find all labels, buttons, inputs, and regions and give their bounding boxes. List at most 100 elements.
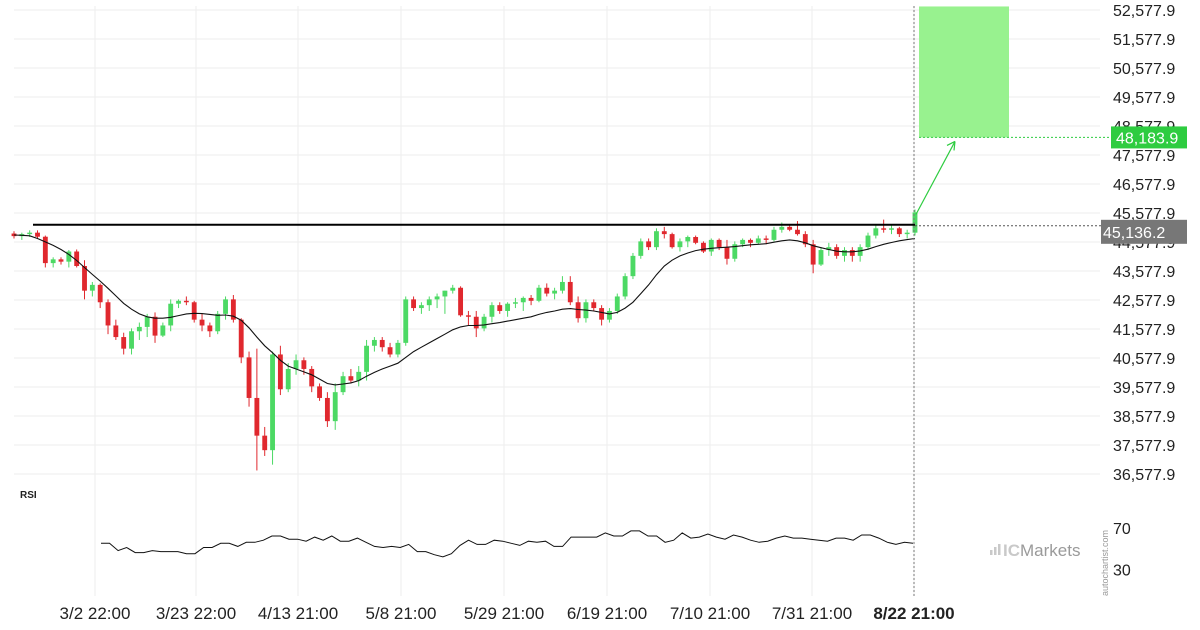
candle (152, 312, 158, 343)
candle-body (889, 228, 894, 230)
candle (379, 337, 385, 352)
candle-body (262, 435, 268, 451)
current-price-badge-text: 45,136.2 (1103, 225, 1165, 242)
candle-body (646, 241, 652, 248)
candle (105, 299, 111, 335)
candlestick-series (11, 209, 918, 471)
y-tick-label: 41,577.9 (1113, 322, 1175, 339)
candle (473, 310, 479, 338)
rsi-panel: RSI 70 30 (20, 490, 1131, 579)
rsi-tick-label: 70 (1113, 521, 1131, 538)
x-tick-label: 8/22 21:00 (873, 604, 954, 623)
target-zone-rect (919, 6, 1009, 138)
candle-body (387, 347, 393, 355)
candle (536, 284, 542, 303)
candle (896, 226, 902, 238)
candle (176, 299, 181, 309)
candle-body (168, 303, 174, 326)
candle-body (724, 247, 730, 259)
candle-body (50, 259, 56, 264)
candle (348, 368, 354, 384)
candle (544, 283, 550, 297)
candle (426, 296, 432, 311)
price-badges: 48,183.9 45,136.2 (1101, 126, 1187, 244)
candle (622, 273, 628, 300)
candle (160, 322, 166, 338)
candle (889, 225, 894, 235)
y-tick-label: 52,577.9 (1113, 3, 1175, 20)
candle (35, 230, 40, 239)
candle-body (121, 337, 127, 349)
candle (293, 354, 299, 375)
current-price-badge (1101, 219, 1187, 244)
candle-body (144, 316, 150, 327)
candle-body (317, 386, 322, 398)
candle-body (842, 250, 847, 256)
candle (403, 296, 409, 346)
candle-body (912, 212, 918, 233)
ic-markets-logo: ICMarkets (990, 541, 1080, 560)
candle (277, 345, 283, 396)
candle-body (567, 281, 573, 303)
y-tick-label: 40,577.9 (1113, 351, 1175, 368)
y-tick-label: 51,577.9 (1113, 32, 1175, 49)
candle (763, 235, 769, 245)
candle (411, 296, 417, 311)
candle (560, 276, 565, 294)
candle (583, 299, 589, 323)
candle-body (857, 247, 863, 256)
x-tick-label: 6/19 21:00 (567, 604, 647, 623)
candle-body (771, 229, 777, 240)
candle (434, 293, 440, 309)
logo-ic: IC (1003, 541, 1020, 560)
candle-body (458, 287, 464, 316)
candle (113, 319, 119, 340)
candle (121, 332, 127, 355)
candle-body (465, 315, 471, 317)
candle-body (614, 296, 620, 311)
x-tick-label: 5/8 21:00 (366, 604, 437, 623)
candle-body (560, 281, 565, 291)
candle-body (11, 233, 17, 237)
candle (708, 238, 714, 256)
candle (74, 249, 80, 268)
candle-body (442, 290, 448, 297)
candle-body (105, 302, 111, 326)
candle (246, 351, 252, 407)
candle (254, 348, 260, 471)
candle-body (779, 226, 785, 230)
candle (748, 238, 753, 248)
candle-body (223, 299, 228, 314)
candle-body (599, 308, 605, 320)
candle-body (35, 232, 40, 237)
candle-body (82, 266, 87, 291)
candle (270, 351, 275, 465)
candle-body (348, 376, 354, 381)
candle (818, 247, 824, 267)
candle (191, 300, 197, 323)
x-tick-label: 3/2 22:00 (60, 604, 131, 623)
candle (442, 290, 448, 314)
candle-body (371, 339, 377, 346)
candle (395, 339, 401, 358)
y-tick-label: 47,577.9 (1113, 148, 1175, 165)
candle (771, 226, 777, 242)
candle (755, 235, 761, 245)
candle (364, 339, 369, 381)
y-tick-label: 39,577.9 (1113, 380, 1175, 397)
candle-body (230, 299, 236, 320)
candle-body (183, 300, 189, 303)
candle (465, 310, 471, 326)
candle-body (450, 287, 456, 291)
candle (520, 296, 526, 311)
candle-body (661, 231, 667, 235)
candle-body (74, 251, 80, 267)
x-tick-label: 7/31 21:00 (772, 604, 852, 623)
candle (881, 219, 887, 233)
candle-body (481, 316, 487, 329)
candle-body (191, 302, 197, 320)
x-axis: 3/2 22:00 3/23 22:00 4/13 21:00 5/8 21:00 5/… (60, 604, 955, 623)
candle (599, 305, 605, 326)
projection-arrow (915, 141, 956, 215)
candle-body (716, 239, 722, 248)
